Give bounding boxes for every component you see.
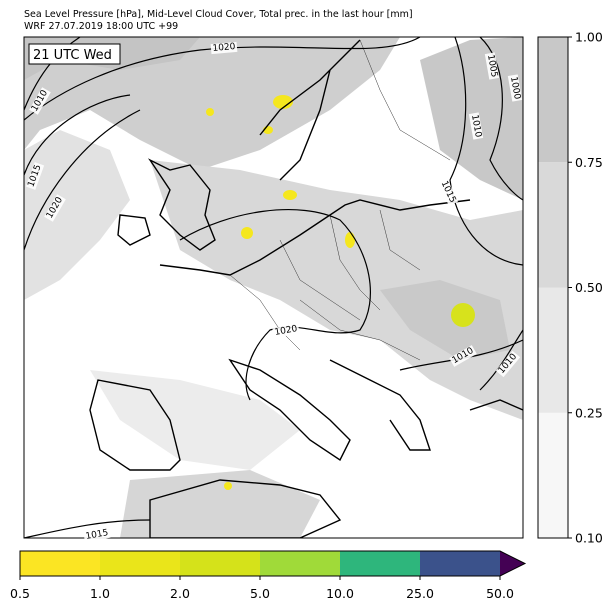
colorbar-tick-label: 0.75: [575, 155, 603, 170]
colorbar-segment: [340, 551, 420, 576]
colorbar-tick-label: 5.0: [250, 586, 270, 601]
precip: [206, 95, 475, 490]
colorbar-segment: [420, 551, 500, 576]
time-label: 21 UTC Wed: [33, 48, 112, 63]
colorbar-segment: [260, 551, 340, 576]
isobar-label: 1005: [485, 54, 499, 78]
colorbar-segment: [20, 551, 100, 576]
isobar-label-bg: [44, 194, 66, 222]
time-label-box: [28, 43, 121, 65]
colorbar-frame: [19, 550, 527, 577]
colorbar-tick-label: 2.0: [170, 586, 190, 601]
isobar-label-bg: [83, 527, 111, 543]
isobar-label-bg: [449, 345, 477, 367]
colorbar-tick-label: 1.0: [90, 586, 110, 601]
isobar-label-bg: [210, 41, 238, 55]
precip-colorbar: 0.5 1.0 2.0 5.0 10.0 25.0 50.0: [10, 550, 527, 601]
isobar-label: 1020: [274, 324, 299, 338]
colorbar-segment: [538, 37, 568, 163]
borders: [229, 39, 451, 361]
colorbar-tick-label: 0.25: [575, 405, 603, 420]
isobar-label-bg: [29, 87, 51, 115]
header-line-2: WRF 27.07.2019 18:00 UTC +99: [24, 21, 178, 32]
isobar-label-bg: [25, 162, 45, 190]
isobar-label-bg: [437, 178, 459, 206]
colorbar-tick-label: 1.00: [575, 30, 603, 45]
colorbar-extend: [500, 551, 525, 576]
isobar-label-bg: [272, 323, 300, 339]
isobar-label: 1000: [508, 76, 522, 101]
colorbar-segment: [538, 287, 568, 413]
colorbar-tick-label: 0.50: [575, 280, 603, 295]
colorbar-segment: [100, 551, 180, 576]
colorbar-segment: [538, 162, 568, 288]
colorbar-segment: [538, 412, 568, 538]
isobar-label-bg: [507, 74, 523, 102]
colorbar-segment: [180, 551, 260, 576]
isobar-label: 1020: [212, 42, 236, 54]
map-frame: [23, 36, 524, 539]
isobar-label-bg: [468, 112, 484, 140]
header-line-1: Sea Level Pressure [hPa], Mid-Level Clou…: [24, 9, 413, 20]
colorbar-tick-label: 25.0: [406, 586, 434, 601]
colorbar-tick-label: 50.0: [486, 586, 514, 601]
isobar-label: 1015: [85, 528, 109, 542]
colorbar-tick-label: 0.10: [575, 531, 603, 546]
isobar-label: 1010: [469, 114, 483, 139]
isobar-label-bg: [484, 52, 500, 80]
map: [24, 37, 523, 538]
cloud-colorbar: 0.10 0.25 0.50 0.75 1.00: [537, 30, 603, 546]
colorbar-tick-label: 0.5: [10, 586, 30, 601]
colorbar-tick-label: 10.0: [326, 586, 354, 601]
isobar-label-bg: [495, 350, 521, 378]
